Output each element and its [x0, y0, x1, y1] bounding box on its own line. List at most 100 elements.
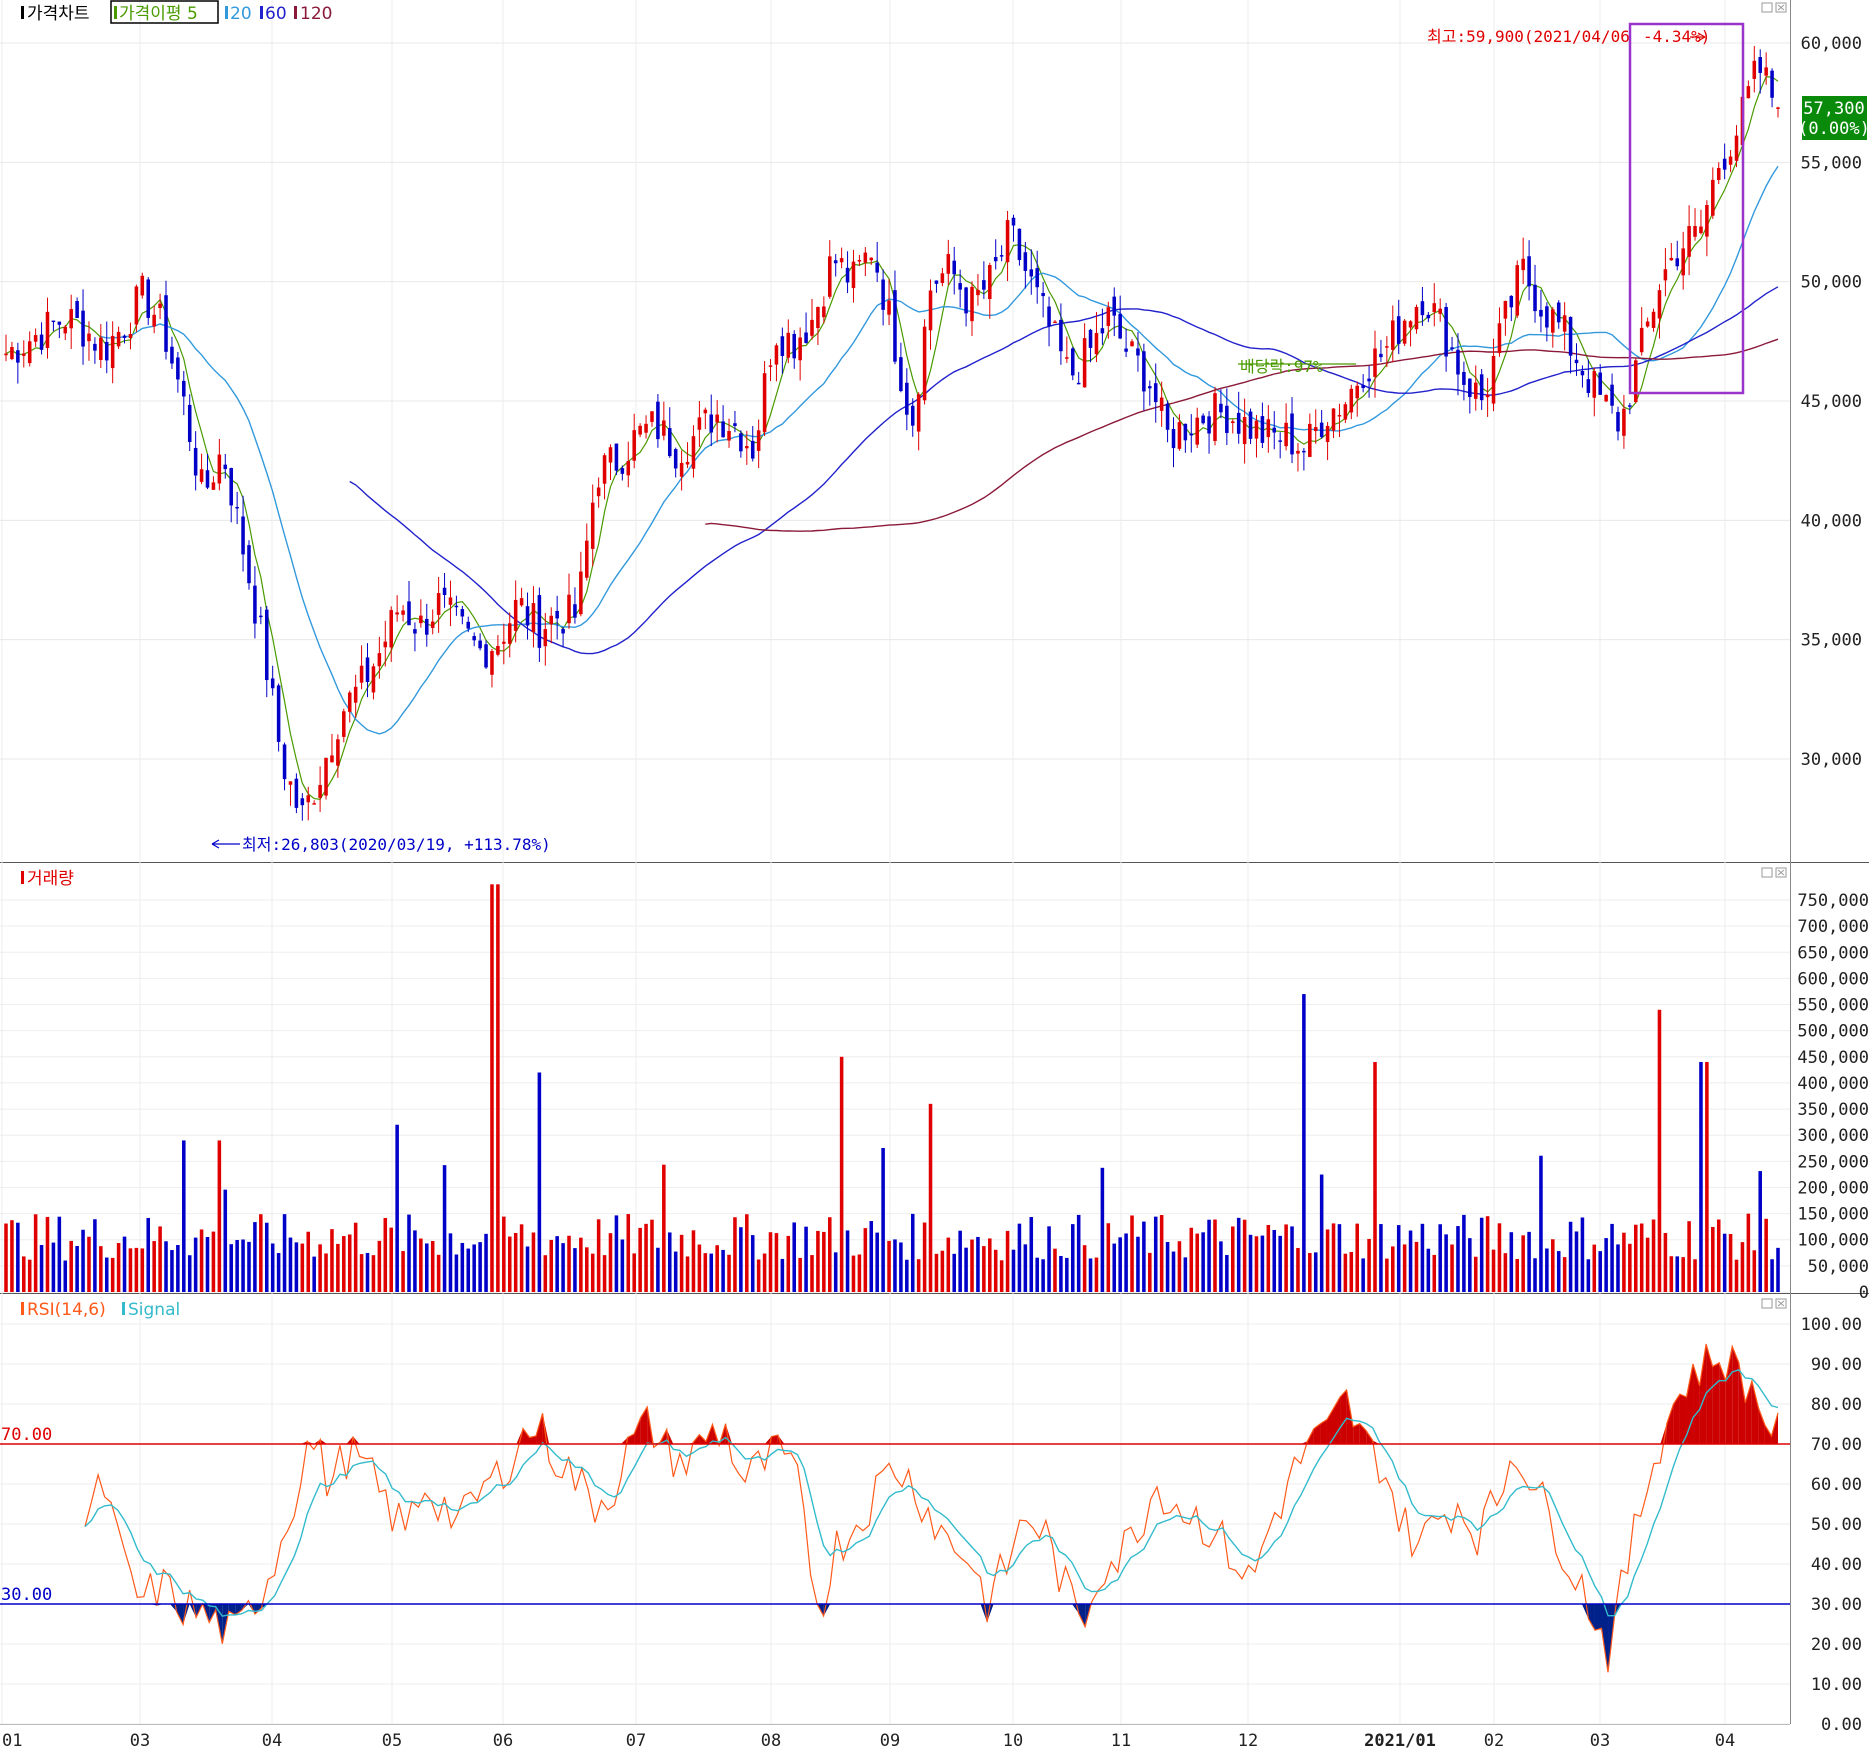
rsi-overbought-fill	[1706, 1344, 1713, 1444]
volume-bar	[922, 1222, 927, 1292]
candle-body	[419, 615, 423, 624]
volume-bar	[496, 884, 500, 1292]
candle-body	[1616, 411, 1620, 432]
volume-bar	[982, 1246, 986, 1292]
volume-bar	[567, 1235, 571, 1292]
candle-body	[513, 599, 518, 631]
price-y-tick: 40,000	[1801, 511, 1862, 531]
volume-bar	[63, 1260, 68, 1292]
candle-body	[193, 447, 198, 476]
candle-body	[1260, 416, 1265, 443]
rsi-line	[84, 1343, 1779, 1673]
volume-bar	[413, 1230, 417, 1292]
candle-body	[1088, 329, 1093, 348]
volume-bar	[988, 1238, 992, 1292]
candle-body	[1355, 385, 1359, 399]
volume-bar	[122, 1236, 127, 1292]
volume-bar	[638, 1227, 642, 1292]
candle-body	[75, 301, 79, 319]
volume-bar	[1070, 1224, 1075, 1292]
rsi-restore-icon[interactable]	[1761, 1298, 1773, 1309]
volume-bar	[1414, 1241, 1419, 1292]
volume-bar	[976, 1236, 980, 1292]
candle-body	[727, 431, 731, 441]
volume-bar	[762, 1253, 767, 1292]
candle-body	[1675, 258, 1680, 267]
volume-bar	[425, 1243, 429, 1292]
volume-bar	[1236, 1217, 1241, 1292]
rsi-y-tick: 100.00	[1801, 1315, 1862, 1335]
volume-bar	[259, 1214, 263, 1292]
candle-body	[922, 326, 927, 401]
candle-body	[276, 685, 281, 742]
candle-body	[1758, 57, 1762, 73]
candle-body	[1391, 320, 1395, 350]
panel-close-icon[interactable]	[1775, 2, 1787, 13]
volume-bar	[1473, 1256, 1478, 1292]
volume-restore-icon[interactable]	[1761, 867, 1773, 878]
signal-label: Signal	[128, 1300, 180, 1320]
candle-body	[768, 365, 773, 367]
candle-body	[928, 290, 933, 331]
volume-bar	[1598, 1251, 1602, 1292]
candle-body	[537, 595, 542, 648]
volume-bar	[359, 1254, 364, 1292]
candle-body	[1266, 419, 1271, 438]
volume-y-tick: 300,000	[1797, 1126, 1869, 1146]
volume-bar	[1355, 1223, 1359, 1292]
volume-bar	[1432, 1254, 1437, 1292]
candle-body	[667, 428, 672, 457]
volume-bar	[1148, 1252, 1152, 1292]
volume-bar	[822, 1231, 826, 1292]
volume-bar	[608, 1233, 613, 1292]
volume-bar	[99, 1246, 103, 1292]
rsi-oversold-fill	[183, 1604, 190, 1625]
candle-body	[496, 645, 500, 655]
volume-bar	[1165, 1241, 1170, 1292]
candle-body	[1142, 351, 1146, 392]
x-tick-label: 09	[880, 1731, 900, 1750]
volume-bar	[1011, 1249, 1016, 1292]
candle-body	[993, 257, 998, 262]
candle-body	[703, 409, 708, 414]
candle-body	[887, 300, 891, 315]
x-tick-label: 11	[1111, 1731, 1131, 1750]
y-axis-ticks: 60,000 55,000 50,000 45,000 40,000 35,000 30,0…	[1797, 34, 1869, 1735]
volume-y-tick: 100,000	[1797, 1231, 1869, 1251]
candle-body	[1562, 315, 1567, 332]
ma60-line	[349, 286, 1779, 655]
candle-body	[596, 487, 601, 497]
price-y-tick: 60,000	[1801, 34, 1862, 54]
candle-body	[1580, 370, 1585, 376]
volume-bar	[804, 1226, 808, 1292]
volume-bar	[466, 1248, 471, 1292]
volume-bar	[1361, 1258, 1365, 1292]
ma-box[interactable]	[110, 0, 219, 24]
volume-bar	[1308, 1252, 1312, 1292]
rsi-y-tick: 90.00	[1811, 1355, 1862, 1375]
candle-body	[1189, 433, 1194, 436]
candle-body	[1159, 397, 1164, 411]
rsi-overbought-fill	[1346, 1389, 1354, 1444]
volume-bar	[1610, 1223, 1614, 1292]
volume-bar	[585, 1247, 589, 1292]
rsi-close-icon[interactable]	[1775, 1298, 1787, 1309]
candle-body	[466, 621, 471, 629]
candle-body	[81, 310, 85, 347]
volume-bar	[733, 1217, 737, 1292]
candle-body	[1604, 394, 1608, 402]
volume-bar	[1574, 1231, 1579, 1292]
volume-bar	[513, 1232, 518, 1292]
volume-bar	[1035, 1257, 1039, 1292]
candle-body	[644, 423, 648, 433]
candle-body	[650, 411, 654, 422]
x-tick-label: 04	[1715, 1731, 1735, 1750]
candle-body	[1195, 417, 1199, 445]
volume-bar	[1740, 1242, 1745, 1292]
high-annotation: 최고:59,900(2021/04/06	[1427, 27, 1630, 46]
volume-bar	[1497, 1223, 1502, 1292]
volume-y-tick: 400,000	[1797, 1074, 1869, 1094]
volume-close-icon[interactable]	[1775, 867, 1787, 878]
panel-restore-icon[interactable]	[1761, 2, 1773, 13]
candle-body	[567, 594, 571, 624]
